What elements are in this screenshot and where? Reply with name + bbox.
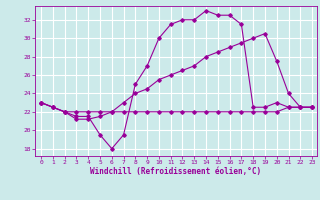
X-axis label: Windchill (Refroidissement éolien,°C): Windchill (Refroidissement éolien,°C) [91,167,261,176]
